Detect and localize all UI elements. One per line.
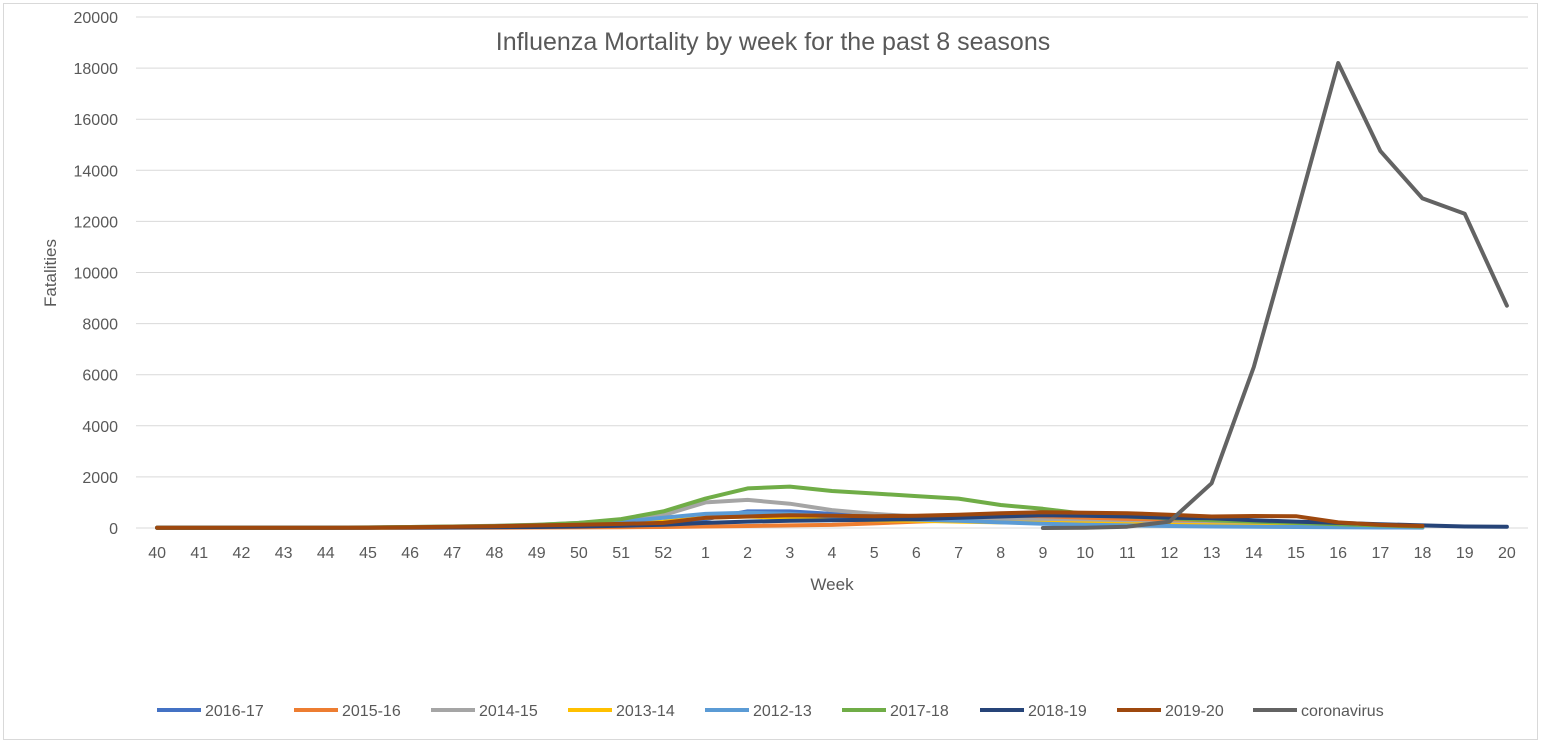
x-tick-label: 5 — [870, 545, 879, 562]
y-axis-ticks: 0 2000 4000 6000 8000 10000 12000 14000 16000 180… — [74, 10, 119, 538]
x-tick-label: 49 — [528, 545, 546, 562]
x-tick-label: 10 — [1076, 545, 1094, 562]
x-tick-label: 40 — [148, 545, 166, 562]
x-tick-label: 14 — [1245, 545, 1263, 562]
legend-label: 2013-14 — [616, 703, 675, 720]
y-tick-label: 6000 — [82, 368, 118, 385]
chart-frame — [3, 3, 1538, 740]
legend-label: 2012-13 — [753, 703, 812, 720]
x-tick-label: 48 — [486, 545, 504, 562]
x-tick-label: 17 — [1371, 545, 1389, 562]
x-tick-label: 3 — [785, 545, 794, 562]
x-tick-label: 20 — [1498, 545, 1516, 562]
legend-label: 2017-18 — [890, 703, 949, 720]
x-tick-label: 19 — [1456, 545, 1474, 562]
y-tick-label: 0 — [109, 521, 118, 538]
series-line-2019-20 — [155, 510, 1425, 530]
x-tick-label: 52 — [654, 545, 672, 562]
y-tick-label: 10000 — [74, 266, 119, 283]
x-tick-label: 9 — [1038, 545, 1047, 562]
y-tick-label: 16000 — [74, 112, 119, 129]
y-axis-title: Fatalities — [41, 239, 60, 307]
x-tick-label: 11 — [1119, 545, 1136, 562]
x-tick-label: 41 — [190, 545, 208, 562]
x-axis-ticks: 40 41 42 43 44 45 46 47 48 49 50 51 52 1 2 3 4 5 6 7 8 9 10 11 1… — [148, 545, 1516, 562]
x-tick-label: 46 — [401, 545, 419, 562]
x-tick-label: 8 — [996, 545, 1005, 562]
legend-label: 2015-16 — [342, 703, 401, 720]
series-line-coronavirus — [1040, 61, 1509, 530]
x-tick-label: 4 — [828, 545, 837, 562]
x-tick-label: 45 — [359, 545, 377, 562]
legend-label: 2018-19 — [1028, 703, 1087, 720]
x-tick-label: 16 — [1329, 545, 1347, 562]
y-tick-label: 2000 — [82, 470, 118, 487]
y-tick-label: 20000 — [74, 10, 119, 27]
x-tick-label: 18 — [1414, 545, 1432, 562]
y-tick-label: 18000 — [74, 61, 119, 78]
gridlines — [136, 16, 1528, 529]
y-tick-label: 8000 — [82, 317, 118, 334]
x-tick-label: 51 — [612, 545, 630, 562]
legend-label: 2014-15 — [479, 703, 538, 720]
chart-title: Influenza Mortality by week for the past… — [496, 28, 1050, 56]
legend-label: 2019-20 — [1165, 703, 1224, 720]
legend: 2016-17 2015-16 2014-15 2013-14 2012-13 2017-… — [157, 703, 1384, 720]
legend-label: 2016-17 — [205, 703, 264, 720]
y-tick-label: 14000 — [74, 163, 119, 180]
x-tick-label: 12 — [1161, 545, 1179, 562]
x-tick-label: 13 — [1203, 545, 1221, 562]
x-tick-label: 44 — [317, 545, 335, 562]
y-tick-label: 4000 — [82, 419, 118, 436]
x-tick-label: 15 — [1287, 545, 1305, 562]
series-lines — [155, 61, 1509, 530]
x-tick-label: 2 — [743, 545, 752, 562]
x-tick-label: 43 — [275, 545, 293, 562]
y-tick-label: 12000 — [74, 214, 119, 231]
x-tick-label: 42 — [233, 545, 251, 562]
x-tick-label: 7 — [954, 545, 963, 562]
legend-label: coronavirus — [1301, 703, 1384, 720]
x-tick-label: 50 — [570, 545, 588, 562]
x-tick-label: 47 — [443, 545, 461, 562]
x-tick-label: 6 — [912, 545, 921, 562]
x-tick-label: 1 — [701, 545, 710, 562]
x-axis-title: Week — [810, 575, 854, 594]
